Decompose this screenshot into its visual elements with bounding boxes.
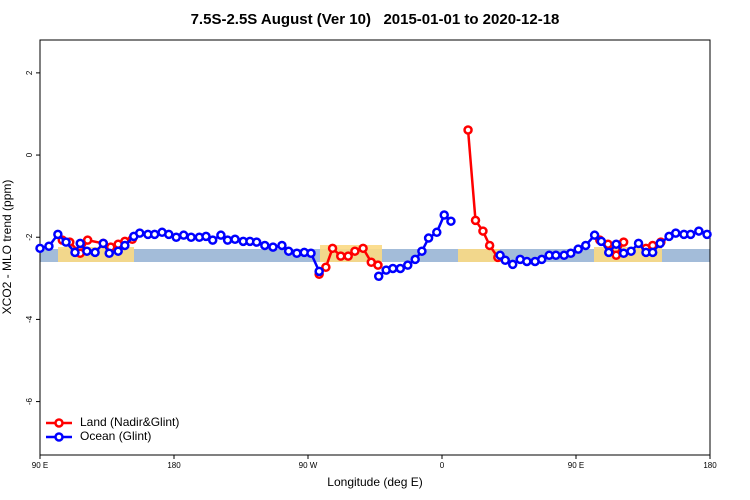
point	[702, 229, 712, 240]
point	[647, 247, 658, 258]
point	[186, 232, 196, 242]
point	[694, 226, 704, 236]
point	[120, 240, 130, 251]
point	[573, 244, 583, 254]
x-axis-label: Longitude (deg E)	[327, 475, 422, 489]
x-tick-label: 180	[703, 461, 717, 470]
point	[171, 232, 181, 242]
point	[343, 251, 353, 261]
point	[478, 226, 488, 236]
point	[35, 243, 45, 254]
point	[149, 229, 160, 240]
point	[82, 235, 93, 245]
point	[463, 125, 473, 135]
point	[432, 227, 442, 238]
point	[283, 246, 294, 256]
point	[566, 248, 576, 259]
y-tick-label: -4	[25, 315, 34, 323]
point	[53, 229, 63, 240]
point	[113, 246, 123, 256]
x-tick-label: 180	[167, 461, 181, 470]
point	[417, 246, 427, 256]
point	[350, 246, 360, 256]
point	[604, 247, 614, 258]
point	[439, 210, 449, 220]
point	[178, 230, 189, 240]
point	[580, 240, 591, 251]
point	[61, 237, 71, 247]
point	[277, 240, 287, 251]
point	[395, 263, 406, 274]
point	[611, 250, 621, 261]
point	[321, 262, 331, 272]
point	[446, 216, 456, 226]
point	[633, 238, 644, 249]
point	[403, 260, 413, 270]
point	[507, 259, 518, 270]
point	[611, 239, 621, 249]
point	[500, 255, 511, 265]
point	[410, 254, 420, 265]
y-axis-label: XCO2 - MLO trend (ppm)	[0, 180, 14, 315]
y-tick-label: 2	[25, 70, 34, 75]
point	[135, 228, 145, 238]
point	[618, 248, 629, 259]
point	[671, 228, 681, 238]
point	[589, 230, 600, 240]
point	[685, 229, 696, 240]
legend-label: Land (Nadir&Glint)	[80, 415, 179, 429]
point	[90, 247, 100, 258]
point	[388, 263, 398, 274]
point	[104, 248, 114, 259]
point	[82, 246, 92, 256]
point	[373, 271, 384, 282]
chart-title: 7.5S-2.5S August (Ver 10) 2015-01-01 to …	[191, 11, 560, 28]
point	[596, 236, 607, 247]
x-tick-label: 90 E	[32, 461, 48, 470]
point	[44, 241, 54, 252]
point	[470, 215, 481, 226]
point	[314, 266, 324, 277]
y-tick-label: -6	[25, 397, 34, 405]
point	[336, 251, 346, 261]
point	[75, 238, 85, 249]
point	[268, 242, 278, 252]
point	[358, 243, 368, 254]
point	[537, 254, 547, 265]
point	[230, 234, 240, 245]
legend-marker	[54, 432, 64, 442]
point	[484, 240, 495, 251]
legend-marker	[54, 418, 64, 428]
x-tick-label: 90 W	[299, 461, 318, 470]
y-tick-label: -2	[25, 233, 34, 241]
point	[70, 247, 80, 258]
point	[423, 233, 434, 243]
point	[522, 256, 532, 267]
point	[551, 250, 561, 261]
point	[373, 260, 383, 270]
point	[306, 248, 316, 259]
x-tick-label: 0	[440, 461, 445, 470]
point	[251, 237, 262, 247]
point	[164, 229, 174, 240]
point	[201, 231, 211, 242]
x-tick-label: 90 E	[568, 461, 584, 470]
point	[655, 238, 665, 249]
legend-label: Ocean (Glint)	[80, 429, 151, 443]
point	[222, 235, 233, 245]
point	[626, 246, 636, 256]
point	[207, 235, 218, 245]
point	[216, 230, 226, 240]
point	[260, 240, 270, 251]
point	[292, 248, 302, 259]
point	[618, 237, 629, 247]
y-tick-label: 0	[25, 152, 34, 157]
point	[327, 243, 338, 254]
point	[98, 238, 109, 249]
land-patch	[458, 249, 500, 262]
